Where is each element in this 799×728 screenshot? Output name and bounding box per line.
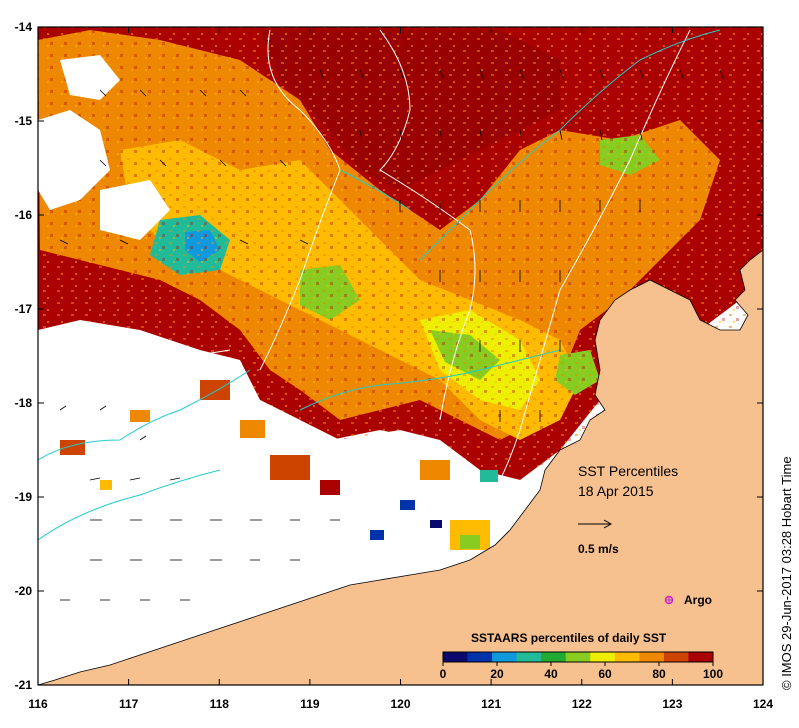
colorbar-tick-label: 40 xyxy=(544,667,558,681)
colorbar-swatch xyxy=(614,652,640,662)
colorbar-swatch xyxy=(541,652,567,662)
x-tick-label: 117 xyxy=(119,697,139,711)
land-mass xyxy=(38,249,763,685)
argo-marker xyxy=(664,595,674,605)
colorbar-swatch xyxy=(492,652,518,662)
y-axis-ticks: -14 -15 -16 -17 -18 -19 -20 -21 xyxy=(15,20,763,692)
colorbar xyxy=(442,651,714,663)
colorbar-swatch xyxy=(688,652,714,662)
no-data-north xyxy=(60,55,120,100)
x-tick-label: 116 xyxy=(28,697,48,711)
current-scale-label: 0.5 m/s xyxy=(578,542,619,556)
colorbar-tick-label: 0 xyxy=(440,667,447,681)
colorbar-swatch xyxy=(443,652,469,662)
map-title-line2: 18 Apr 2015 xyxy=(578,483,654,499)
colorbar-swatch xyxy=(565,652,591,662)
map-title-line1: SST Percentiles xyxy=(578,463,678,479)
y-tick-label: -14 xyxy=(15,20,33,34)
x-tick-label: 119 xyxy=(300,697,320,711)
y-tick-label: -17 xyxy=(15,302,33,316)
colorbar-frame xyxy=(442,651,714,663)
current-vectors xyxy=(59,69,725,601)
y-tick-label: -18 xyxy=(15,396,33,410)
colorbar-tick-label: 20 xyxy=(490,667,504,681)
y-tick-label: -15 xyxy=(15,114,33,128)
y-tick-label: -21 xyxy=(15,678,33,692)
colorbar-swatch xyxy=(663,652,689,662)
x-tick-label: 118 xyxy=(210,697,230,711)
colorbar-swatch xyxy=(639,652,665,662)
colorbar-tick-label: 80 xyxy=(652,667,666,681)
x-tick-label: 124 xyxy=(753,697,773,711)
colorbar-tick-label: 60 xyxy=(598,667,612,681)
x-tick-label: 121 xyxy=(481,697,501,711)
x-axis-ticks: 116 117 118 119 120 121 122 123 124 xyxy=(28,27,773,711)
credit-text: © IMOS 29-Jun-2017 03:28 Hobart Time xyxy=(779,456,794,690)
colorbar-title: SSTAARS percentiles of daily SST xyxy=(471,631,667,645)
x-tick-label: 122 xyxy=(572,697,592,711)
y-tick-label: -20 xyxy=(15,584,33,598)
no-data-west-2 xyxy=(100,180,170,240)
current-scale-arrow xyxy=(578,519,613,529)
colorbar-swatch xyxy=(467,652,493,662)
no-data-south xyxy=(38,320,530,685)
y-tick-label: -16 xyxy=(15,208,33,222)
map-plot-area xyxy=(38,27,763,685)
y-tick-label: -19 xyxy=(15,490,33,504)
colorbar-tick-label: 100 xyxy=(703,667,723,681)
sst-south-patches xyxy=(60,380,498,550)
contour-line xyxy=(38,29,721,541)
colorbar-swatch xyxy=(590,652,616,662)
colorbar-ticks: 0 20 40 60 80 100 xyxy=(440,662,723,681)
argo-label: Argo xyxy=(684,593,712,607)
x-tick-label: 120 xyxy=(390,697,410,711)
x-tick-label: 123 xyxy=(662,697,682,711)
no-data-west xyxy=(38,110,110,210)
colorbar-swatch xyxy=(516,652,542,662)
